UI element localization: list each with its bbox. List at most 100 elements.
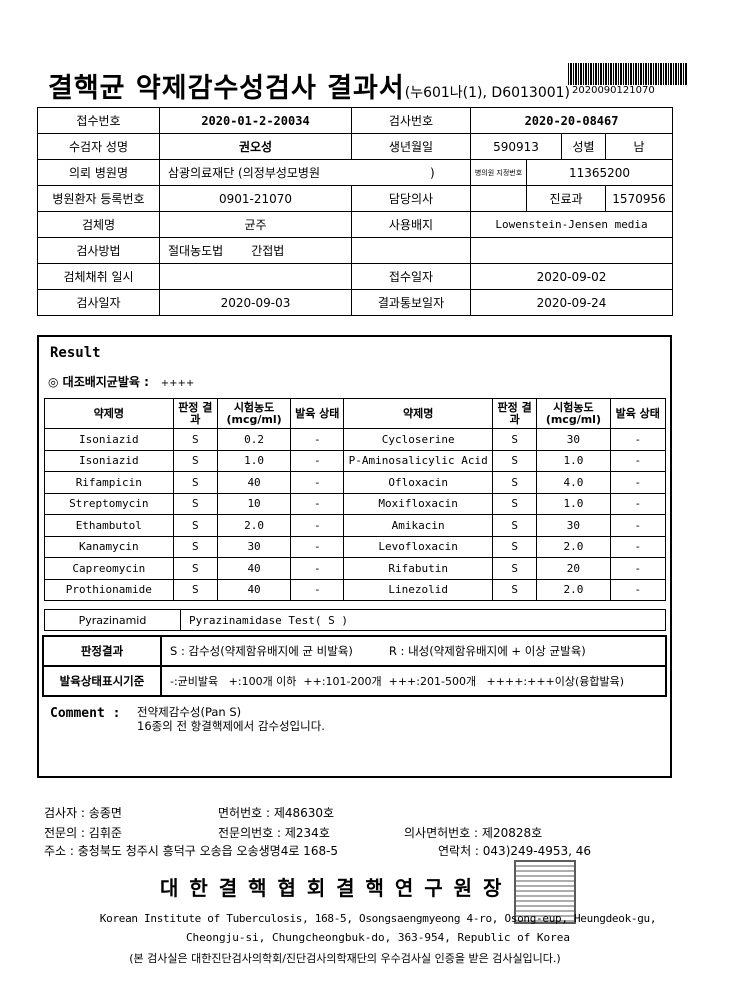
method: 절대농도법 간접법 xyxy=(159,237,352,264)
result: S xyxy=(172,471,218,494)
address: 주소 : 충청북도 청주시 흥덕구 오송읍 오송생명4로 168-5 xyxy=(44,844,339,858)
patient-name: 권오성 xyxy=(159,133,352,160)
concentration: 1.0 xyxy=(536,492,611,515)
hospital: 삼광의료재단 (의정부성모병원) xyxy=(159,159,471,186)
result: S xyxy=(172,557,218,580)
column-header: 판정 결과 xyxy=(491,398,538,429)
growth: - xyxy=(609,578,666,601)
label: 결과통보일자 xyxy=(351,289,471,316)
column-header: 약제명 xyxy=(44,398,174,429)
growth: - xyxy=(290,428,345,451)
drug-row: Kanamycin S 30- Levofloxacin S 2.0- xyxy=(44,535,666,558)
label: 접수일자 xyxy=(351,263,471,290)
drug-row: Isoniazid S 0.2- Cycloserine S 30- xyxy=(44,428,666,451)
method-1: 절대농도법 xyxy=(168,244,224,258)
growth: - xyxy=(609,471,666,494)
hospital-close: ) xyxy=(430,166,435,180)
drug-name: Rifampicin xyxy=(44,471,174,494)
hospital-code: 11365200 xyxy=(525,159,674,186)
control-label: ◎ 대조배지균발육 : xyxy=(48,375,149,389)
concentration: 0.2 xyxy=(216,428,292,451)
result: S xyxy=(491,557,538,580)
judgement-text: S : 감수성(약제함유배지에 균 비발육) R : 내성(약제함유배지에 + 이… xyxy=(160,635,667,667)
result-box xyxy=(37,335,672,778)
result: S xyxy=(491,492,538,515)
drug-name: P-Aminosalicylic Acid xyxy=(343,449,493,472)
license-no: 면허번호 : 제48630호 xyxy=(218,806,335,820)
birth: 590913 xyxy=(470,133,562,160)
legend-table: 판정결과 S : 감수성(약제함유배지에 균 비발육) R : 내성(약제함유배지에… xyxy=(42,635,667,697)
drug-name: Ethambutol xyxy=(44,514,174,537)
pza-value: Pyrazinamidase Test( S ) xyxy=(180,609,666,631)
label: 성별 xyxy=(561,133,606,160)
label: 생년월일 xyxy=(351,133,471,160)
drug-row: Ethambutol S 2.0- Amikacin S 30- xyxy=(44,514,666,537)
growth: - xyxy=(609,428,666,451)
drug-row: Isoniazid S 1.0- P-Aminosalicylic Acid S 1.0- xyxy=(44,449,666,472)
barcode-number: 2020090121070 xyxy=(572,85,655,96)
label: 담당의사 xyxy=(351,185,471,212)
concentration: 1.0 xyxy=(536,449,611,472)
receive-date: 2020-09-02 xyxy=(469,263,674,290)
test-date: 2020-09-03 xyxy=(159,289,352,316)
label: 사용배지 xyxy=(351,211,471,238)
label: 병의원 지정번호 xyxy=(470,159,527,186)
label: 병원환자 등록번호 xyxy=(37,185,160,212)
medium: Lowenstein-Jensen media xyxy=(469,211,674,238)
drug-name: Ofloxacin xyxy=(343,471,493,494)
drug-row: Prothionamide S 40- Linezolid S 2.0- xyxy=(44,578,666,601)
concentration: 40 xyxy=(216,578,292,601)
growth: - xyxy=(609,514,666,537)
comment-line-1: 전약제감수성(Pan S) xyxy=(137,705,242,719)
growth-label: 발육상태표시기준 xyxy=(42,665,162,697)
drug-name: Amikacin xyxy=(343,514,493,537)
label: 접수번호 xyxy=(37,107,160,134)
address-en-2: Cheongju-si, Chungcheongbuk-do, 363-954,… xyxy=(185,931,571,944)
growth: - xyxy=(609,492,666,515)
drug-name: Linezolid xyxy=(343,578,493,601)
growth: - xyxy=(609,557,666,580)
result: S xyxy=(172,578,218,601)
concentration: 1.0 xyxy=(216,449,292,472)
label: 검사방법 xyxy=(37,237,160,264)
drug-name: Capreomycin xyxy=(44,557,174,580)
result: S xyxy=(172,492,218,515)
label: 진료과 xyxy=(526,185,606,212)
result: S xyxy=(491,535,538,558)
result: S xyxy=(491,514,538,537)
pza-label: Pyrazinamid xyxy=(44,609,181,631)
judgement-label: 판정결과 xyxy=(42,635,162,667)
drug-name: Isoniazid xyxy=(44,428,174,451)
barcode xyxy=(568,63,688,85)
comment-line-2: 16종의 전 항결핵제에서 감수성입니다. xyxy=(137,719,325,733)
comment-label: Comment : xyxy=(50,706,121,721)
drug-name: Levofloxacin xyxy=(343,535,493,558)
hospital-name: 삼광의료재단 (의정부성모병원 xyxy=(168,166,321,180)
concentration: 10 xyxy=(216,492,292,515)
tester: 검사자 : 송종면 xyxy=(44,806,122,820)
concentration: 30 xyxy=(216,535,292,558)
concentration: 2.0 xyxy=(216,514,292,537)
control-growth: ◎ 대조배지균발육 : ++++ xyxy=(48,373,194,390)
growth: - xyxy=(290,471,345,494)
drug-name: Cycloserine xyxy=(343,428,493,451)
concentration: 4.0 xyxy=(536,471,611,494)
label: 검사번호 xyxy=(351,107,471,134)
address-en-1: Korean Institute of Tuberculosis, 168-5,… xyxy=(99,912,657,925)
drug-name: Isoniazid xyxy=(44,449,174,472)
drug-name: Prothionamide xyxy=(44,578,174,601)
control-value: ++++ xyxy=(160,378,195,389)
concentration: 20 xyxy=(536,557,611,580)
label: 수검자 성명 xyxy=(37,133,160,160)
column-header: 판정 결과 xyxy=(172,398,218,429)
test-no: 2020-20-08467 xyxy=(469,107,674,134)
concentration: 30 xyxy=(536,514,611,537)
growth: - xyxy=(290,492,345,515)
result: S xyxy=(172,449,218,472)
concentration: 2.0 xyxy=(536,535,611,558)
report-title: 결핵균 약제감수성검사 결과서(누601나(1), D6013001) xyxy=(48,66,570,105)
dept: 1570956 xyxy=(604,185,674,212)
growth: - xyxy=(290,514,345,537)
report-date: 2020-09-24 xyxy=(469,289,674,316)
concentration: 30 xyxy=(536,428,611,451)
